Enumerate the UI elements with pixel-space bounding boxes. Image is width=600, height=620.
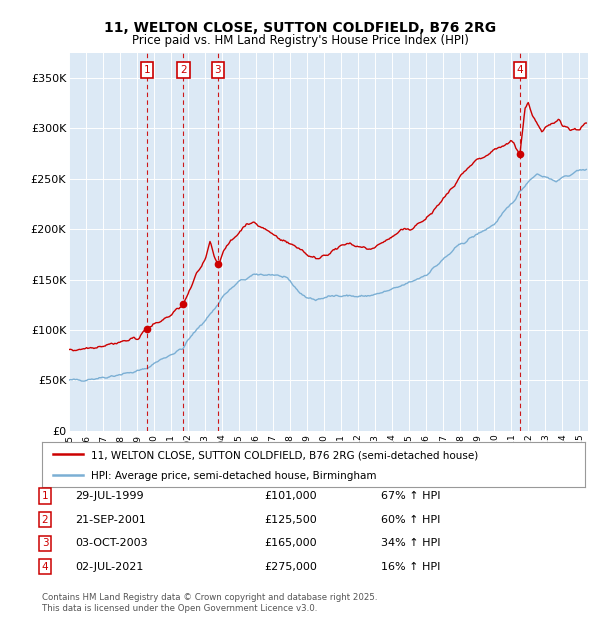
Text: 4: 4 [41, 562, 49, 572]
Text: 2: 2 [180, 65, 187, 75]
Text: 11, WELTON CLOSE, SUTTON COLDFIELD, B76 2RG: 11, WELTON CLOSE, SUTTON COLDFIELD, B76 … [104, 21, 496, 35]
Text: HPI: Average price, semi-detached house, Birmingham: HPI: Average price, semi-detached house,… [91, 471, 376, 480]
Text: 1: 1 [143, 65, 150, 75]
Text: 21-SEP-2001: 21-SEP-2001 [75, 515, 146, 525]
Text: 3: 3 [215, 65, 221, 75]
Text: 3: 3 [41, 538, 49, 548]
Text: £275,000: £275,000 [264, 562, 317, 572]
Text: 1: 1 [41, 491, 49, 501]
Text: 02-JUL-2021: 02-JUL-2021 [75, 562, 143, 572]
Text: Price paid vs. HM Land Registry's House Price Index (HPI): Price paid vs. HM Land Registry's House … [131, 34, 469, 46]
Text: £125,500: £125,500 [264, 515, 317, 525]
Text: 11, WELTON CLOSE, SUTTON COLDFIELD, B76 2RG (semi-detached house): 11, WELTON CLOSE, SUTTON COLDFIELD, B76 … [91, 450, 478, 460]
Text: £165,000: £165,000 [264, 538, 317, 548]
Text: 67% ↑ HPI: 67% ↑ HPI [381, 491, 440, 501]
Text: 34% ↑ HPI: 34% ↑ HPI [381, 538, 440, 548]
Text: 29-JUL-1999: 29-JUL-1999 [75, 491, 143, 501]
Text: 2: 2 [41, 515, 49, 525]
Text: £101,000: £101,000 [264, 491, 317, 501]
Text: 16% ↑ HPI: 16% ↑ HPI [381, 562, 440, 572]
Text: 03-OCT-2003: 03-OCT-2003 [75, 538, 148, 548]
Text: 60% ↑ HPI: 60% ↑ HPI [381, 515, 440, 525]
Text: Contains HM Land Registry data © Crown copyright and database right 2025.
This d: Contains HM Land Registry data © Crown c… [42, 593, 377, 613]
Text: 4: 4 [517, 65, 523, 75]
